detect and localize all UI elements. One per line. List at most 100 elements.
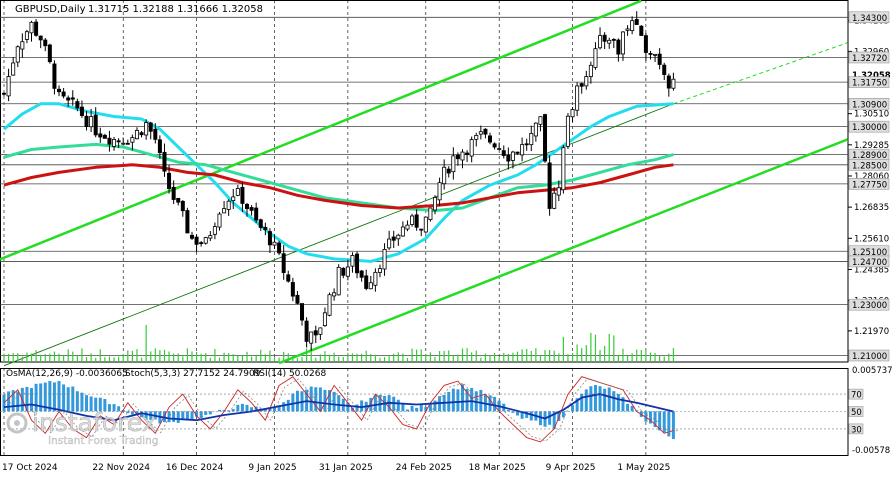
osma-bar bbox=[479, 390, 482, 411]
osma-bar bbox=[599, 386, 602, 411]
price-level-label: 1.27750 bbox=[852, 180, 887, 190]
candle-body bbox=[80, 107, 83, 115]
candle-body bbox=[323, 313, 326, 326]
candle-body bbox=[447, 169, 450, 173]
candle-body bbox=[653, 54, 656, 55]
candle-body bbox=[25, 32, 28, 40]
candle-body bbox=[16, 47, 19, 62]
candle-body bbox=[589, 65, 592, 76]
osma-bar bbox=[411, 406, 414, 412]
candle-body bbox=[415, 215, 418, 227]
time-axis-label: 9 Apr 2025 bbox=[546, 463, 596, 473]
time-axis-label: 24 Feb 2025 bbox=[396, 463, 452, 473]
candle-body bbox=[255, 208, 258, 220]
candle-body bbox=[424, 217, 427, 232]
candle-body bbox=[209, 236, 212, 239]
candle-body bbox=[227, 201, 230, 209]
osma-bar bbox=[608, 388, 611, 412]
price-level-label: 1.21000 bbox=[852, 352, 887, 362]
candle-body bbox=[7, 77, 10, 96]
candle-body bbox=[186, 211, 189, 233]
candle-body bbox=[365, 276, 368, 289]
candle-body bbox=[76, 102, 79, 108]
candle-body bbox=[305, 321, 308, 341]
osma-bar bbox=[291, 393, 294, 411]
price-tick-label: 1.21970 bbox=[854, 327, 889, 337]
candle-body bbox=[470, 140, 473, 156]
candle-body bbox=[626, 29, 629, 30]
price-level-label: 1.23000 bbox=[852, 301, 887, 311]
candle-body bbox=[245, 204, 248, 208]
candle-body bbox=[658, 54, 661, 64]
candle-body bbox=[360, 271, 363, 277]
osma-bar bbox=[397, 400, 400, 412]
price-tick-label: 1.25610 bbox=[854, 234, 889, 244]
osma-bar bbox=[663, 411, 666, 432]
osma-bar bbox=[200, 411, 203, 418]
osma-bar bbox=[420, 405, 423, 412]
candle-body bbox=[218, 214, 221, 227]
osma-bar bbox=[218, 410, 221, 411]
chart-header-ohlc: 1.31715 1.32188 1.31666 1.32058 bbox=[88, 4, 263, 15]
osma-max-label: 0.005737 bbox=[852, 366, 892, 376]
candle-body bbox=[103, 135, 106, 138]
osma-bar bbox=[3, 395, 6, 412]
candle-body bbox=[94, 115, 97, 135]
candle-body bbox=[502, 151, 505, 156]
time-axis-label: 17 Oct 2024 bbox=[2, 463, 58, 473]
indicator-rsi-label: RSI(14) 50.0268 bbox=[253, 369, 326, 379]
candle-body bbox=[667, 76, 670, 88]
osma-bar bbox=[530, 411, 533, 420]
candle-body bbox=[557, 188, 560, 195]
candle-body bbox=[172, 187, 175, 199]
candle-body bbox=[498, 149, 501, 150]
rsi-level-label: 30 bbox=[851, 425, 862, 435]
candle-body bbox=[621, 32, 624, 54]
osma-bar bbox=[603, 389, 606, 412]
price-level-label: 1.31750 bbox=[852, 79, 887, 89]
time-axis-label: 18 Mar 2025 bbox=[469, 463, 526, 473]
candle-body bbox=[213, 227, 216, 235]
candle-body bbox=[117, 141, 120, 142]
candle-body bbox=[204, 238, 207, 244]
candle-body bbox=[612, 39, 615, 40]
candle-body bbox=[534, 123, 537, 136]
candle-body bbox=[461, 152, 464, 160]
candle-body bbox=[539, 117, 542, 125]
candle-body bbox=[374, 272, 377, 285]
candle-body bbox=[99, 134, 102, 137]
candle-body bbox=[328, 295, 331, 316]
candle-body bbox=[44, 40, 47, 46]
osma-bar bbox=[232, 409, 235, 411]
candle-body bbox=[264, 227, 267, 229]
candle-body bbox=[351, 255, 354, 266]
candle-body bbox=[34, 22, 37, 35]
candle-body bbox=[287, 275, 290, 281]
candle-body bbox=[663, 65, 666, 74]
osma-bar bbox=[181, 411, 184, 419]
candle-body bbox=[406, 225, 409, 229]
osma-bar bbox=[172, 411, 175, 422]
candle-body bbox=[443, 167, 446, 183]
candle-body bbox=[456, 155, 459, 159]
osma-bar bbox=[16, 392, 19, 412]
candle-body bbox=[300, 304, 303, 321]
candle-body bbox=[553, 193, 556, 208]
osma-bar bbox=[585, 389, 588, 411]
candle-body bbox=[548, 163, 551, 209]
price-tick-label: 1.26835 bbox=[854, 203, 889, 213]
osma-bar bbox=[507, 410, 510, 411]
candle-body bbox=[145, 123, 148, 135]
osma-bar bbox=[282, 402, 285, 411]
candle-body bbox=[493, 144, 496, 147]
osma-bar bbox=[548, 411, 551, 424]
candle-body bbox=[401, 227, 404, 236]
candle-body bbox=[410, 216, 413, 225]
price-tick-label: 1.30510 bbox=[854, 110, 889, 120]
osma-bar bbox=[337, 395, 340, 411]
osma-bar bbox=[48, 381, 51, 411]
candle-body bbox=[342, 268, 345, 275]
